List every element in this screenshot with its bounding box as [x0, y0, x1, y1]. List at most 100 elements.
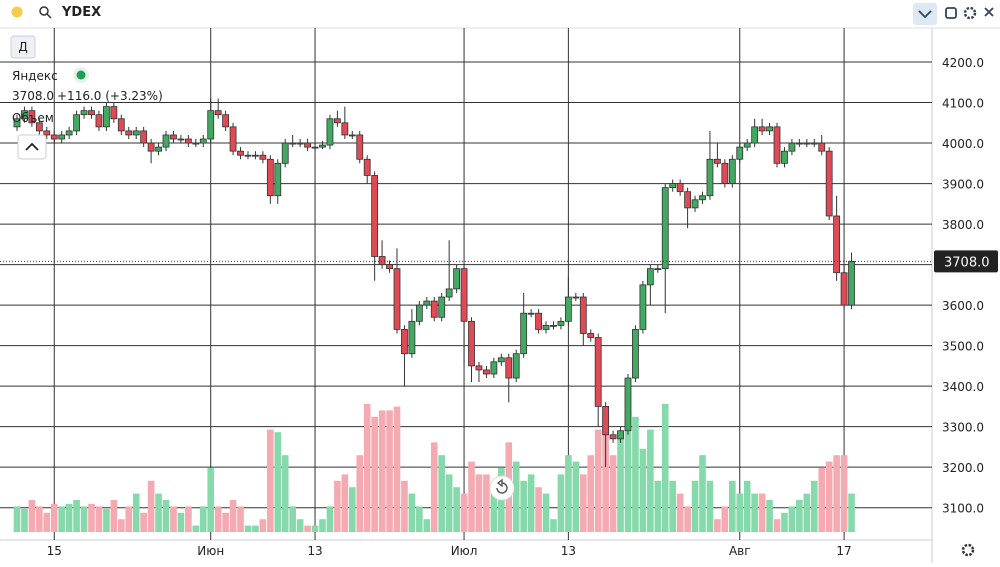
volume-bar: [58, 506, 65, 532]
volume-bar: [818, 468, 826, 532]
candle-body: [728, 158, 736, 184]
volume-bar: [736, 493, 744, 532]
volume-bar: [28, 500, 36, 532]
volume-bar: [348, 487, 356, 532]
volume-bar: [475, 474, 483, 532]
volume-bar: [177, 512, 185, 532]
candle-body: [192, 142, 200, 145]
volume-bar: [445, 474, 453, 532]
volume-bar: [527, 474, 535, 532]
volume-bar: [50, 503, 58, 532]
candle-body: [415, 304, 423, 322]
candle-body: [542, 324, 550, 330]
volume-bar: [661, 404, 669, 532]
volume-bar: [207, 468, 215, 532]
volume-bar: [773, 519, 781, 532]
candle-body: [73, 114, 80, 132]
candle-body: [721, 162, 729, 184]
period-button[interactable]: [10, 35, 36, 59]
volume-bar: [706, 480, 714, 532]
window-button[interactable]: [945, 7, 957, 19]
candle-body: [43, 130, 51, 136]
candle-body: [468, 320, 475, 367]
candle-body: [363, 158, 371, 176]
volume-bar: [602, 410, 609, 532]
candle-body: [632, 329, 639, 379]
volume-bar: [378, 410, 386, 532]
candle-body: [795, 142, 803, 145]
candle-body: [304, 142, 311, 148]
volume-bar: [274, 432, 282, 532]
candle-body: [371, 175, 379, 257]
chevron-up: [25, 142, 39, 151]
candle-body: [50, 134, 58, 140]
y-tick-label: 4100.0: [942, 97, 984, 111]
volume-bar: [423, 519, 431, 532]
volume-bar: [743, 480, 751, 532]
candle-body: [646, 268, 654, 286]
candle-body: [766, 126, 773, 132]
volume-bar: [36, 506, 43, 532]
volume-bar: [341, 474, 349, 532]
volume-bar: [676, 493, 684, 532]
volume-bar: [565, 455, 572, 532]
volume-bar: [691, 480, 699, 532]
x-tick-label: Июн: [197, 544, 224, 558]
candle-body: [691, 199, 699, 209]
volume-bar: [542, 493, 550, 532]
candle-body: [319, 144, 326, 148]
candle-body: [155, 146, 162, 152]
axis-settings[interactable]: [961, 543, 975, 557]
candle-body: [266, 158, 274, 197]
candle-body: [848, 260, 855, 306]
volume-bar: [13, 506, 21, 532]
candle-body: [520, 312, 528, 355]
candle-body: [35, 122, 43, 132]
reset-button[interactable]: [489, 475, 515, 501]
volume-bar: [222, 512, 229, 532]
settings-button[interactable]: [963, 6, 977, 20]
volume-bar: [214, 506, 222, 532]
volume-bar: [699, 455, 706, 532]
candle-body: [564, 296, 572, 322]
volume-bar: [140, 512, 147, 532]
candle-body: [125, 130, 133, 136]
volume-bar: [729, 480, 736, 532]
volume-bar: [840, 455, 848, 532]
volume-bar: [237, 506, 244, 532]
candle-body: [483, 369, 490, 375]
volume-bar: [110, 500, 118, 532]
candle-body: [617, 430, 624, 440]
volume-bar: [460, 493, 468, 532]
volume-bar: [162, 500, 170, 532]
search-icon[interactable]: [39, 6, 49, 16]
y-tick-label: 3500.0: [942, 340, 984, 354]
symbol[interactable]: YDEX: [61, 5, 101, 20]
window-dot[interactable]: [11, 6, 23, 18]
volume-bar: [632, 416, 639, 532]
candle-body: [505, 357, 513, 379]
volume-bar: [647, 429, 654, 532]
candle-body: [132, 130, 140, 136]
volume-bar: [512, 461, 520, 532]
volume-bar: [289, 506, 296, 532]
volume-bar: [781, 512, 788, 532]
candle-body: [333, 118, 341, 124]
collapse-button[interactable]: [913, 3, 937, 25]
volume-bar: [244, 525, 252, 532]
close-button[interactable]: [984, 7, 994, 17]
period: Д: [18, 40, 27, 54]
volume-bar: [229, 500, 237, 532]
x-tick-label: Июл: [451, 544, 478, 558]
candle-body: [654, 268, 662, 271]
collapse-legend[interactable]: [17, 134, 47, 160]
candle-body: [512, 353, 520, 379]
volume-bar: [80, 506, 88, 532]
x-tick-label: Авг: [729, 544, 751, 558]
candle-body: [184, 138, 192, 144]
volume-bar: [766, 500, 773, 532]
candle-body: [237, 150, 244, 156]
candle-body: [557, 320, 565, 326]
y-tick-label: 3300.0: [942, 421, 984, 435]
candle-body: [13, 118, 21, 128]
